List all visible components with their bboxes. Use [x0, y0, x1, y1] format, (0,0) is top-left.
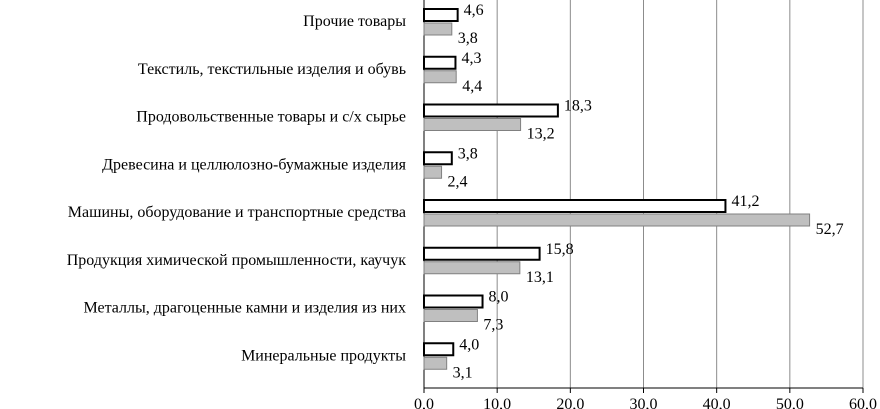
data-label: 3,8 — [458, 145, 478, 162]
data-label: 4,4 — [462, 78, 482, 95]
x-tick-label: 20,0 — [556, 396, 584, 409]
category-label: Продовольственные товары и с/х сырье — [136, 109, 406, 126]
bar — [423, 55, 457, 70]
bars — [423, 8, 811, 370]
data-label: 7,3 — [483, 317, 503, 334]
data-label: 3,8 — [458, 30, 478, 47]
data-label: 4,3 — [461, 50, 481, 67]
bar — [423, 356, 448, 370]
category-label: Древесина и целлюлозно-бумажные изделия — [102, 156, 407, 173]
bar — [423, 118, 522, 131]
data-label: 4,0 — [459, 336, 479, 353]
category-label: Текстиль, текстильные изделия и обувь — [138, 61, 406, 78]
bar — [423, 8, 459, 22]
bar — [423, 70, 457, 84]
data-label: 15,8 — [546, 241, 574, 258]
x-tick-label: 0,0 — [414, 396, 434, 409]
category-label: Продукция химической промышленности, кау… — [67, 252, 407, 269]
category-label: Минеральные продукты — [241, 347, 406, 364]
data-label: 8,0 — [489, 289, 509, 306]
category-label: Машины, оборудование и транспортные сред… — [68, 204, 406, 221]
x-tick-label: 50,0 — [776, 396, 804, 409]
bar — [423, 199, 727, 213]
data-label: 4,6 — [464, 2, 484, 19]
bar — [423, 342, 455, 357]
data-label: 2,4 — [448, 173, 468, 190]
bar — [423, 22, 453, 36]
bar — [423, 294, 484, 309]
bar — [423, 151, 453, 166]
category-label: Металлы, драгоценные камни и изделия из … — [83, 300, 406, 317]
bar — [423, 165, 443, 179]
x-tick-label: 60,0 — [849, 396, 877, 409]
labels: 0,0 10,0 20,0 30,0 40,0 50,0 60,0 Прочие товары… — [67, 2, 877, 409]
data-label: 13,1 — [526, 269, 554, 286]
x-tick-label: 40,0 — [703, 396, 731, 409]
data-label: 13,2 — [527, 126, 555, 143]
bar — [423, 261, 521, 275]
bar — [423, 246, 541, 261]
bar — [423, 103, 559, 118]
data-label: 18,3 — [564, 98, 592, 115]
data-label: 52,7 — [816, 221, 844, 238]
grid-lines — [423, 0, 864, 393]
x-tick-label: 10,0 — [483, 396, 511, 409]
bar — [423, 213, 811, 227]
data-label: 41,2 — [731, 193, 759, 210]
x-tick-label: 30,0 — [630, 396, 658, 409]
data-label: 3,1 — [453, 364, 473, 381]
bar — [423, 309, 478, 322]
category-label: Прочие товары — [303, 13, 406, 30]
